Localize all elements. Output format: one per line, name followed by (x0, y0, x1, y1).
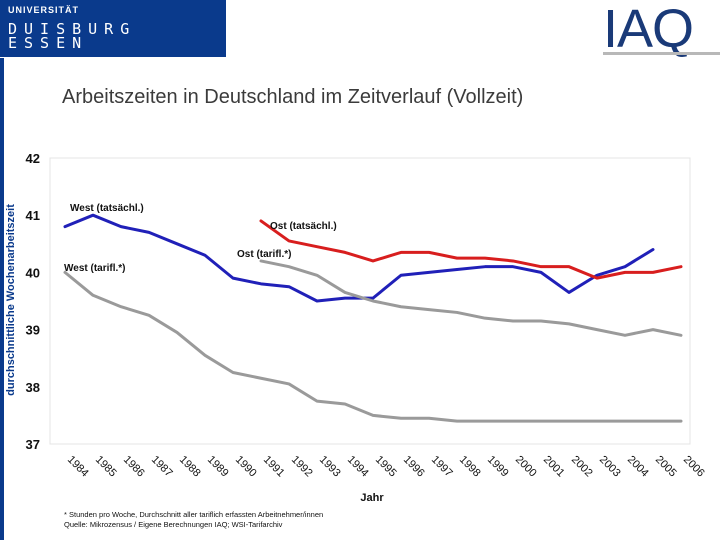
series-line-ost-tarifl (259, 259, 683, 337)
y-tick-label: 40 (26, 265, 40, 280)
x-tick-label: 2001 (541, 454, 567, 480)
x-tick-label: 2004 (625, 454, 651, 480)
x-tick-label: 2006 (681, 454, 707, 480)
x-tick-label: 1994 (345, 454, 371, 480)
x-tick-label: 2000 (513, 454, 539, 480)
logo-city-line2: ESSEN (8, 34, 89, 52)
footnote: * Stunden pro Woche, Durchschnitt aller … (64, 510, 324, 519)
x-axis-title: Jahr (360, 492, 384, 504)
x-tick-label: 1986 (121, 454, 147, 480)
x-tick-label: 1996 (401, 454, 427, 480)
x-tick-label: 1993 (317, 454, 343, 480)
series-line-west-tarifl (63, 270, 683, 423)
x-tick-label: 1992 (289, 454, 315, 480)
iaq-logo-underline (603, 52, 720, 55)
y-axis-title: durchschnittliche Wochenarbeitszeit (5, 204, 17, 396)
header: UNIVERSITÄT DUISBURG ESSEN IAQ (0, 0, 720, 60)
plot-area-frame (49, 157, 691, 445)
series-label: West (tarifl.*) (64, 263, 126, 274)
x-tick-label: 1998 (457, 454, 483, 480)
y-tick-label: 42 (26, 151, 40, 166)
source-note: Quelle: Mikrozensus / Eigene Berechnunge… (64, 520, 283, 529)
x-tick-label: 1991 (261, 454, 287, 480)
slide-title: Arbeitszeiten in Deutschland im Zeitverl… (62, 86, 524, 108)
x-tick-label: 1997 (429, 454, 455, 480)
iaq-logo: IAQ (603, 0, 694, 59)
y-tick-label: 38 (26, 380, 40, 395)
logo-city-line1: DUISBURG (8, 20, 137, 38)
university-logo: UNIVERSITÄT DUISBURG ESSEN (0, 0, 226, 57)
y-tick-label: 37 (26, 437, 40, 452)
series-label: West (tatsächl.) (70, 203, 144, 214)
x-tick-label: 1999 (485, 454, 511, 480)
logo-university-text: UNIVERSITÄT (8, 5, 80, 15)
y-tick-label: 39 (26, 323, 40, 338)
series-lines (63, 213, 683, 423)
x-tick-label: 2003 (597, 454, 623, 480)
x-tick-label: 1995 (373, 454, 399, 480)
x-axis-ticks: 1984 1985 1986 1987 1988 1989 1990 1991 1992 1993… (65, 454, 707, 480)
series-label: Ost (tarifl.*) (237, 249, 291, 260)
x-tick-label: 2005 (653, 454, 679, 480)
y-axis-ticks: 37 38 39 40 41 42 (26, 151, 40, 452)
x-tick-label: 1988 (177, 454, 203, 480)
left-accent-rule (0, 58, 4, 540)
series-labels: West (tatsächl.) Ost (tatsächl.) Ost (tari… (64, 203, 337, 274)
x-tick-label: 2002 (569, 454, 595, 480)
y-tick-label: 41 (26, 208, 40, 223)
x-tick-label: 1984 (65, 454, 91, 480)
x-tick-label: 1985 (93, 454, 119, 480)
series-line-ost-tats-chl (259, 219, 683, 280)
x-tick-label: 1990 (233, 454, 259, 480)
x-tick-label: 1989 (205, 454, 231, 480)
x-tick-label: 1987 (149, 454, 175, 480)
series-label: Ost (tatsächl.) (270, 221, 337, 232)
